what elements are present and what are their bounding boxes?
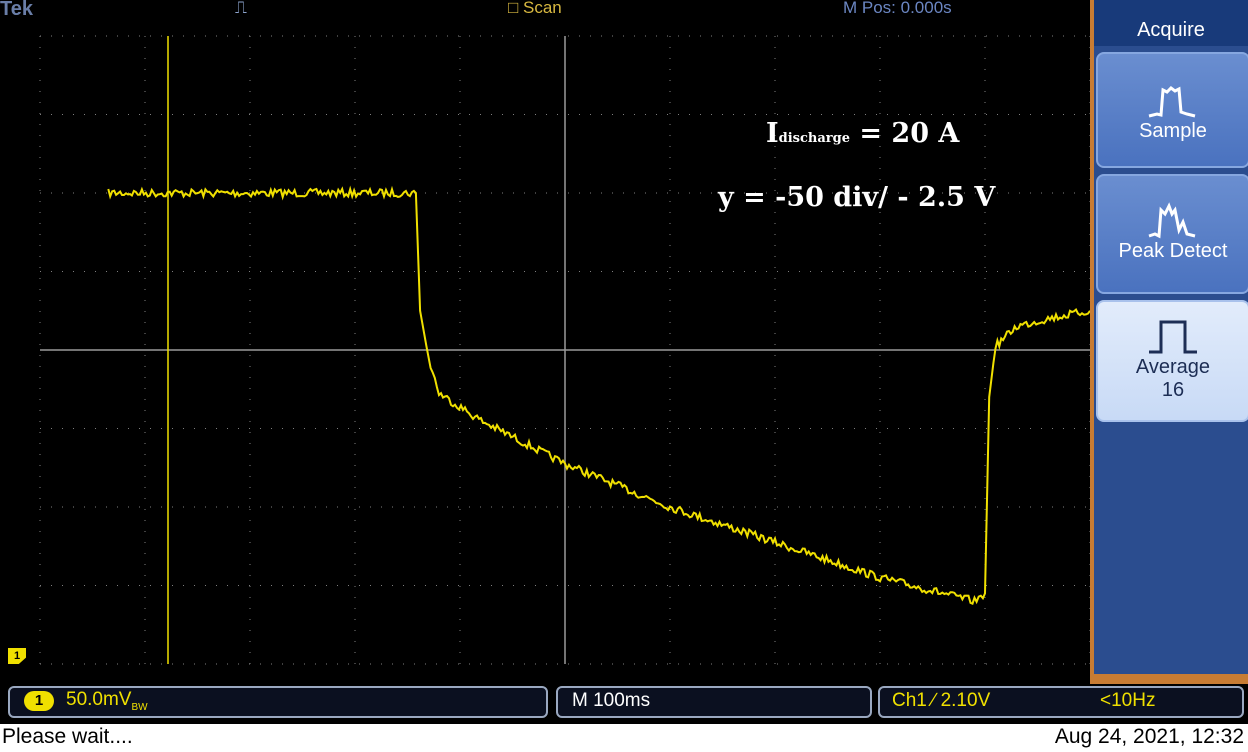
timebase-value: M 100ms xyxy=(572,690,651,711)
average-count: 16 xyxy=(1161,379,1185,401)
header-bar: Tek ⎍ □ Scan M Pos: 0.000s xyxy=(0,0,1090,22)
menu-title: Acquire xyxy=(1094,0,1248,46)
trigger-readout[interactable]: Ch1 ∕ 2.10V <10Hz xyxy=(878,686,1244,718)
brand-logo: Tek xyxy=(0,0,33,20)
volts-value: 50.0mV xyxy=(66,689,132,710)
average-mode-icon xyxy=(1149,320,1197,354)
discharge-current-annotation: Idischarge = 20 A xyxy=(766,118,959,149)
trigger-level: Ch1 ∕ 2.10V xyxy=(892,690,991,711)
peak-detect-icon xyxy=(1148,202,1196,239)
acquire-menu: Acquire Sample Peak Detect Average 16 xyxy=(1090,0,1248,684)
current-symbol: I xyxy=(766,118,779,149)
average-label: Average xyxy=(1135,356,1211,378)
date-time: Aug 24, 2021, 12:32 xyxy=(1054,725,1244,748)
current-subscript: discharge xyxy=(778,131,850,146)
channel-readout[interactable]: 1 50.0mVBW xyxy=(8,686,548,718)
peak-detect-label: Peak Detect xyxy=(1118,240,1228,262)
sample-label: Sample xyxy=(1139,120,1207,142)
volts-per-div: 50.0mVBW xyxy=(66,689,148,713)
status-message: Please wait.... xyxy=(2,725,133,748)
status-bar: 1 50.0mVBW M 100ms Ch1 ∕ 2.10V <10Hz Ple… xyxy=(0,684,1248,752)
channel-badge: 1 xyxy=(24,691,54,711)
bandwidth-limit-indicator: BW xyxy=(131,701,148,713)
ch1-waveform-trace xyxy=(107,185,1091,606)
trigger-type-icon: ⎍ xyxy=(235,0,247,18)
horizontal-position: M Pos: 0.000s xyxy=(843,0,952,17)
scale-annotation: y = -50 div/ - 2.5 V xyxy=(718,182,996,213)
current-value: = 20 A xyxy=(859,118,960,149)
sample-mode-icon xyxy=(1148,86,1196,118)
timebase-readout[interactable]: M 100ms xyxy=(556,686,872,718)
sample-mode-button[interactable]: Sample xyxy=(1096,52,1248,168)
average-mode-button[interactable]: Average 16 xyxy=(1096,300,1248,422)
acquisition-status: □ Scan xyxy=(508,0,562,17)
trigger-frequency: <10Hz xyxy=(1100,690,1156,711)
scope-display xyxy=(39,35,1091,665)
message-bar: Please wait.... Aug 24, 2021, 12:32 xyxy=(0,724,1248,752)
channel-1-ground-marker[interactable]: 1 xyxy=(8,648,26,664)
peak-detect-button[interactable]: Peak Detect xyxy=(1096,174,1248,294)
waveform-graticule xyxy=(39,35,1091,665)
